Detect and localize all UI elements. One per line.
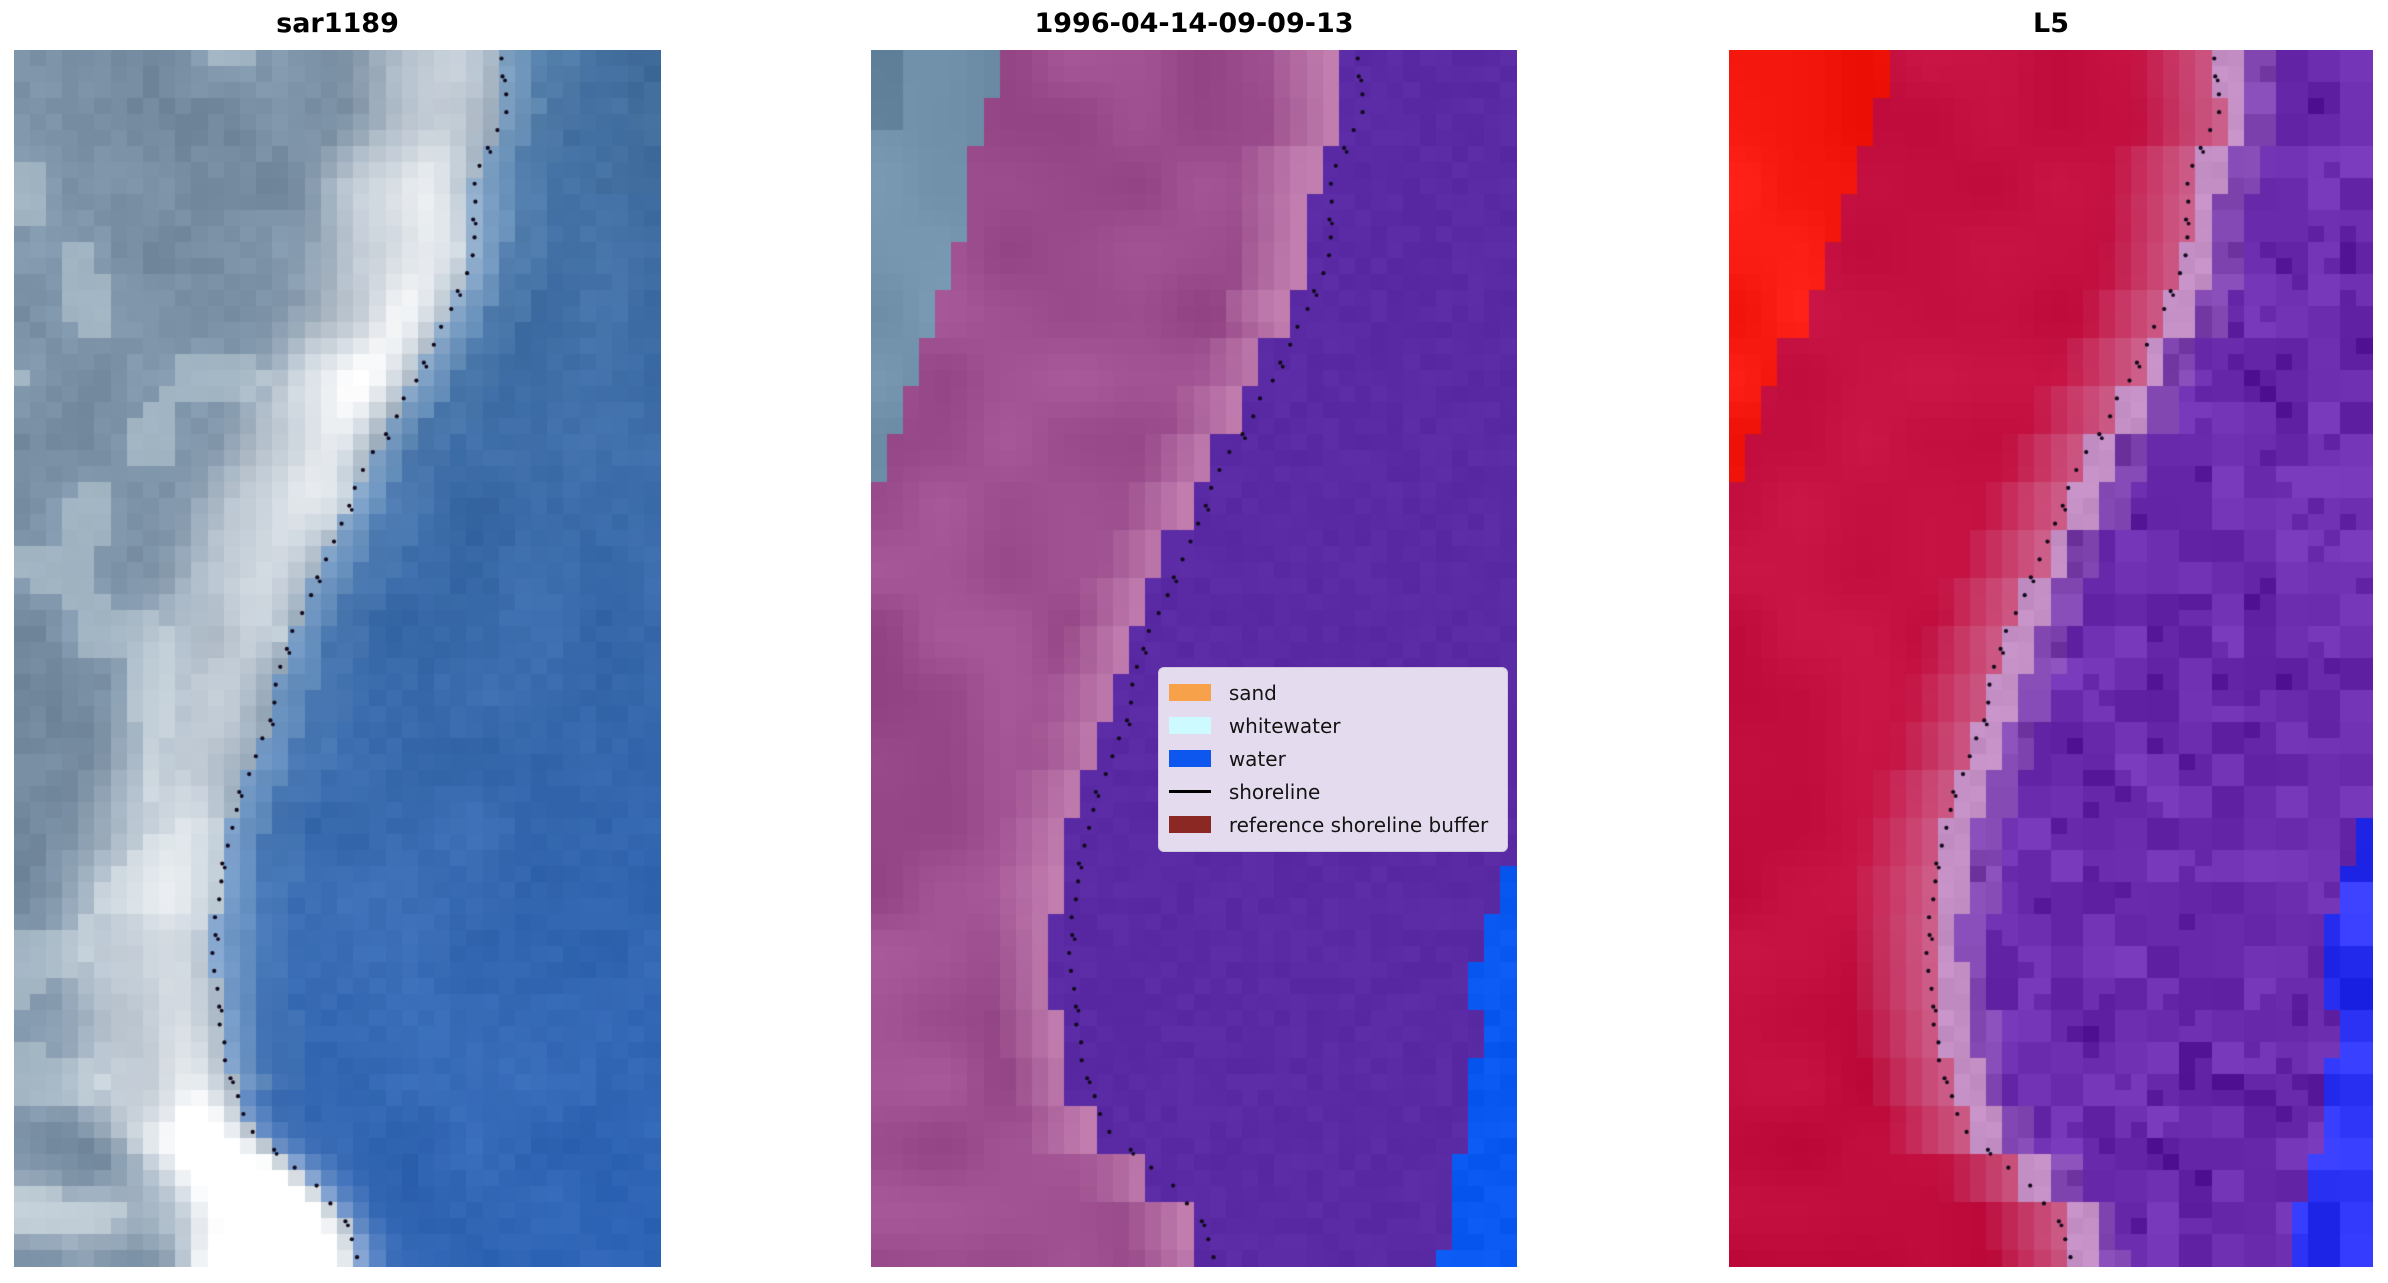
- sar1189-image: [14, 50, 661, 1267]
- legend-swatch-shoreline-line: [1168, 790, 1211, 794]
- legend-label-sand: sand: [1228, 680, 1277, 705]
- classified-image: [871, 50, 1517, 1267]
- legend-box: sand whitewater water shoreline referenc…: [1157, 667, 1508, 853]
- legend-label-reference-buffer: reference shoreline buffer: [1228, 812, 1489, 837]
- legend-item-water: water: [1168, 742, 1497, 775]
- legend-swatch-whitewater: [1168, 717, 1211, 735]
- legend-item-sand: sand: [1168, 676, 1497, 709]
- legend-item-reference-buffer: reference shoreline buffer: [1168, 808, 1497, 841]
- panel-classified: sand whitewater water shoreline referenc…: [871, 50, 1517, 1267]
- l5-image: [1729, 50, 2373, 1267]
- panel-title-l5: L5: [2033, 8, 2069, 39]
- legend-label-shoreline: shoreline: [1228, 779, 1321, 804]
- legend-swatch-reference-buffer: [1168, 816, 1211, 834]
- legend-label-whitewater: whitewater: [1228, 713, 1341, 738]
- legend-swatch-sand: [1168, 684, 1211, 702]
- legend-swatch-water: [1168, 750, 1211, 768]
- panel-title-date: 1996-04-14-09-09-13: [1034, 8, 1354, 39]
- panel-l5: [1729, 50, 2373, 1267]
- panel-title-sar1189: sar1189: [276, 8, 399, 39]
- legend-label-water: water: [1228, 746, 1286, 771]
- panel-sar1189: [14, 50, 661, 1267]
- legend-item-whitewater: whitewater: [1168, 709, 1497, 742]
- legend-item-shoreline: shoreline: [1168, 775, 1497, 808]
